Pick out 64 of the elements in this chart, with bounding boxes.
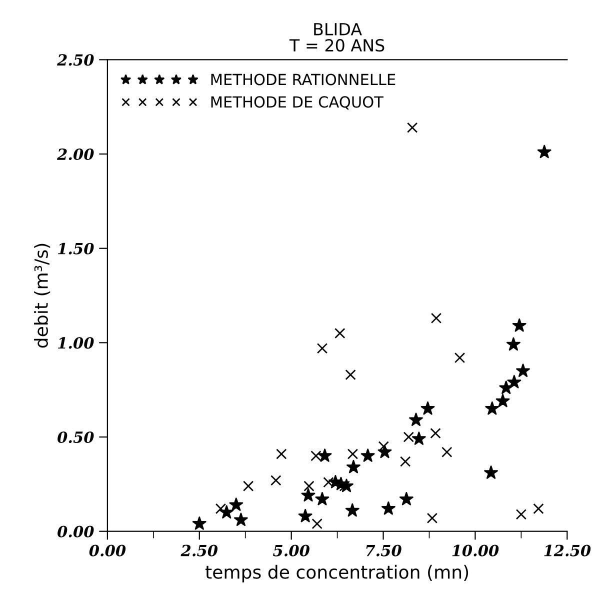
point [304, 480, 314, 492]
point [516, 509, 527, 520]
point [339, 480, 350, 492]
point [420, 401, 435, 415]
chart-title: BLIDA T = 20 ANS [289, 23, 384, 52]
point [409, 412, 423, 426]
point [345, 503, 360, 517]
y-axis-title: debit (m³/s) [34, 244, 50, 348]
point [484, 466, 498, 479]
x-tick-label: 5.00 [273, 544, 310, 556]
x-tick-label: 10.00 [452, 544, 499, 556]
point [507, 375, 522, 388]
point [381, 501, 396, 515]
x-tick-label: 7.50 [366, 544, 402, 556]
point [276, 448, 287, 460]
point [360, 448, 375, 462]
x-tick-label: 2.50 [180, 544, 218, 556]
point [499, 380, 514, 394]
point [430, 312, 442, 324]
point [312, 518, 322, 530]
point [347, 448, 358, 460]
point [323, 476, 334, 488]
point [506, 337, 520, 351]
point [215, 503, 226, 514]
point [346, 460, 360, 474]
point [345, 369, 356, 380]
point [334, 328, 346, 339]
legend-label: METHODE RATIONNELLE [211, 74, 396, 86]
y-tick-label: 2.00 [56, 148, 94, 160]
y-tick-label: 1.50 [58, 242, 94, 254]
y-tick-label: 2.50 [56, 54, 94, 66]
x-tick-label: 0.00 [89, 544, 126, 556]
point [454, 352, 466, 364]
point [533, 503, 544, 514]
point [400, 456, 411, 467]
point [426, 512, 438, 524]
point [412, 432, 426, 445]
point [406, 122, 418, 133]
point [496, 394, 510, 408]
point [537, 144, 552, 158]
point [229, 498, 244, 511]
point [298, 508, 312, 522]
y-tick-label: 0.50 [58, 431, 94, 444]
legend-label: METHODE DE CAQUOT [211, 96, 384, 110]
y-tick-label: 1.00 [58, 337, 94, 349]
x-tick-label: 12.50 [544, 544, 591, 556]
point [442, 446, 452, 458]
point [516, 364, 530, 377]
point [399, 492, 414, 506]
point [242, 480, 254, 492]
point [315, 492, 330, 506]
point [316, 342, 328, 354]
point [192, 516, 206, 530]
point [512, 318, 526, 332]
y-tick-label: 0.00 [58, 526, 94, 538]
point [301, 488, 316, 502]
point [485, 401, 500, 415]
x-axis-title: temps de concentration (mn) [205, 564, 468, 582]
point [403, 432, 414, 442]
point [318, 448, 332, 462]
point [234, 512, 248, 526]
point [310, 450, 322, 462]
point [270, 475, 282, 486]
point [430, 428, 441, 439]
